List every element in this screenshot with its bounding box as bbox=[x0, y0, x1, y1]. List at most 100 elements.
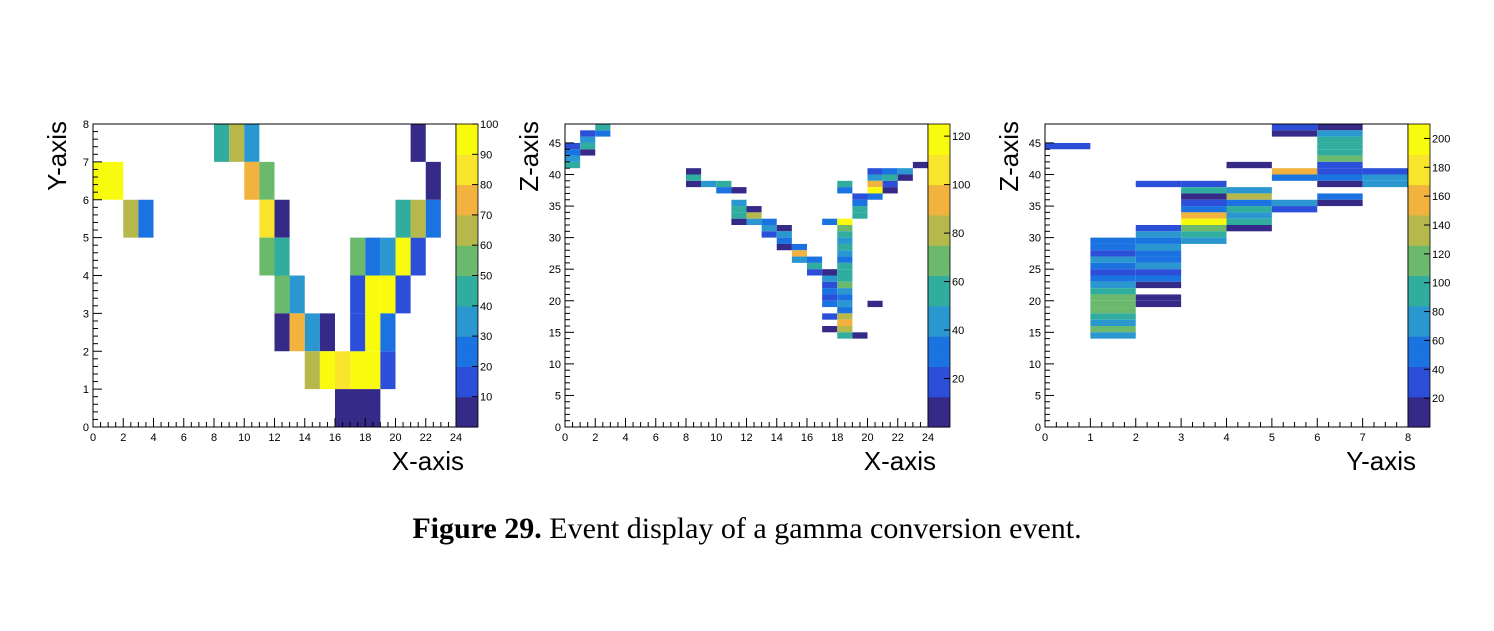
color-scale-tick-label: 200 bbox=[1432, 133, 1450, 145]
heatmap-cell bbox=[425, 161, 441, 200]
color-scale-segment bbox=[1408, 161, 1430, 171]
color-scale-segment bbox=[928, 320, 950, 330]
color-scale-frame bbox=[927, 123, 951, 428]
color-scale-segment bbox=[928, 207, 950, 216]
color-scale-segment bbox=[456, 366, 478, 375]
color-scale-tick-label: 60 bbox=[1432, 335, 1444, 347]
color-scale-segment bbox=[1408, 336, 1430, 345]
color-scale-segment bbox=[928, 131, 950, 140]
color-scale-segment bbox=[456, 396, 478, 405]
heatmap-cell bbox=[867, 187, 883, 194]
heatmap-cell bbox=[350, 237, 366, 276]
x-tick-label: 18 bbox=[359, 432, 371, 444]
color-scale-segment bbox=[456, 199, 478, 208]
color-scale-segment bbox=[1408, 351, 1430, 360]
heatmap-cell bbox=[425, 199, 441, 238]
heatmap-cell bbox=[259, 161, 275, 200]
heatmap-cell bbox=[580, 142, 596, 150]
x-tick-label: 0 bbox=[1042, 432, 1048, 444]
x-tick-label: 10 bbox=[710, 432, 722, 444]
heatmap-cell bbox=[852, 193, 868, 200]
color-scale-segment bbox=[928, 146, 950, 155]
x-tick-label: 6 bbox=[653, 432, 659, 444]
color-scale-tick-label: 90 bbox=[480, 149, 492, 161]
heatmap-cell bbox=[395, 199, 411, 238]
color-scale-segment bbox=[928, 245, 950, 254]
y-tick-label: 7 bbox=[83, 157, 89, 169]
color-scale-tick-label: 80 bbox=[952, 228, 964, 240]
heatmap-cell bbox=[731, 187, 747, 194]
heatmap-cell bbox=[686, 168, 702, 175]
y-tick-label: 20 bbox=[549, 296, 561, 308]
color-scale-segment bbox=[1408, 146, 1430, 155]
heatmap-cell bbox=[791, 256, 807, 263]
color-scale-tick-label: 10 bbox=[480, 392, 492, 404]
heatmap-cell bbox=[1090, 250, 1136, 257]
heatmap-cell bbox=[565, 149, 581, 156]
heatmap-cell bbox=[867, 174, 883, 181]
heatmap-cell bbox=[1045, 142, 1091, 150]
heatmap-cell bbox=[595, 124, 611, 131]
heatmap-cell bbox=[837, 326, 853, 333]
heatmap-cell bbox=[1317, 161, 1363, 169]
color-scale-segment bbox=[456, 305, 478, 314]
color-scale-tick-label: 40 bbox=[952, 325, 964, 337]
heatmap-cell bbox=[1181, 231, 1227, 238]
heatmap-cell bbox=[1317, 180, 1363, 188]
heatmap-cell bbox=[1271, 130, 1318, 137]
color-scale-segment bbox=[456, 237, 478, 246]
x-tick-label: 24 bbox=[450, 432, 462, 444]
figure-caption: Figure 29. Event display of a gamma conv… bbox=[0, 512, 1494, 546]
color-scale-segment bbox=[1408, 245, 1430, 254]
color-scale-segment bbox=[928, 328, 950, 337]
x-tick-label: 6 bbox=[1314, 432, 1320, 444]
color-scale-tick-label: 30 bbox=[480, 331, 492, 343]
heatmap-cell bbox=[882, 187, 898, 194]
heatmap-panel-3: 0 1 2 3 4 5 6 7 8051015202530354045Y-axisZ-axis2… bbox=[994, 121, 1450, 476]
x-tick-label: 4 bbox=[622, 432, 628, 444]
heatmap-cell bbox=[1181, 225, 1227, 232]
heatmap-cell bbox=[350, 313, 366, 352]
heatmap-cell bbox=[1226, 187, 1272, 194]
color-scale-segment bbox=[456, 245, 478, 254]
color-scale-segment bbox=[1408, 419, 1430, 428]
heatmap-cell bbox=[837, 237, 853, 244]
heatmap-cell bbox=[1135, 225, 1182, 232]
heatmap-cell bbox=[335, 389, 381, 427]
heatmap-cell bbox=[867, 193, 883, 200]
heatmap-cell bbox=[1317, 155, 1363, 162]
color-scale-segment bbox=[1408, 320, 1430, 330]
y-tick-label: 10 bbox=[549, 359, 561, 371]
heatmap-panel-1: 0 2 4 6 8 10 12 14 16 18 20 22 24012345678X-axisY-ax… bbox=[42, 119, 498, 476]
color-scale-segment bbox=[928, 139, 950, 148]
color-scale-segment bbox=[1408, 358, 1430, 367]
color-scale-tick-label: 20 bbox=[1432, 393, 1444, 405]
heatmap-cell bbox=[822, 269, 838, 276]
y-tick-label: 0 bbox=[555, 422, 561, 434]
heatmap-cell bbox=[93, 161, 124, 200]
heatmap-cell bbox=[1362, 180, 1408, 188]
color-scale-segment bbox=[928, 343, 950, 352]
x-tick-label: 6 bbox=[181, 432, 187, 444]
color-scale-segment bbox=[928, 411, 950, 421]
heatmap-cell bbox=[776, 231, 792, 238]
heatmap-cell bbox=[837, 262, 853, 270]
color-scale-segment bbox=[456, 214, 478, 224]
color-scale-segment bbox=[456, 139, 478, 148]
y-tick-label: 35 bbox=[1029, 201, 1041, 213]
heatmap-cell bbox=[274, 199, 290, 238]
heatmap-cell bbox=[380, 313, 396, 352]
heatmap-cell bbox=[259, 199, 275, 238]
x-tick-label: 8 bbox=[1405, 432, 1411, 444]
x-tick-label: 0 bbox=[562, 432, 568, 444]
color-scale-segment bbox=[1408, 381, 1430, 390]
heatmap-cell bbox=[565, 161, 581, 169]
color-scale-segment bbox=[456, 230, 478, 239]
heatmap-cell bbox=[1362, 168, 1408, 175]
heatmap-cell bbox=[852, 199, 868, 207]
heatmap-cell bbox=[350, 351, 381, 390]
heatmap-cell bbox=[304, 313, 320, 352]
y-tick-label: 40 bbox=[549, 170, 561, 182]
heatmap-cell bbox=[580, 136, 596, 143]
